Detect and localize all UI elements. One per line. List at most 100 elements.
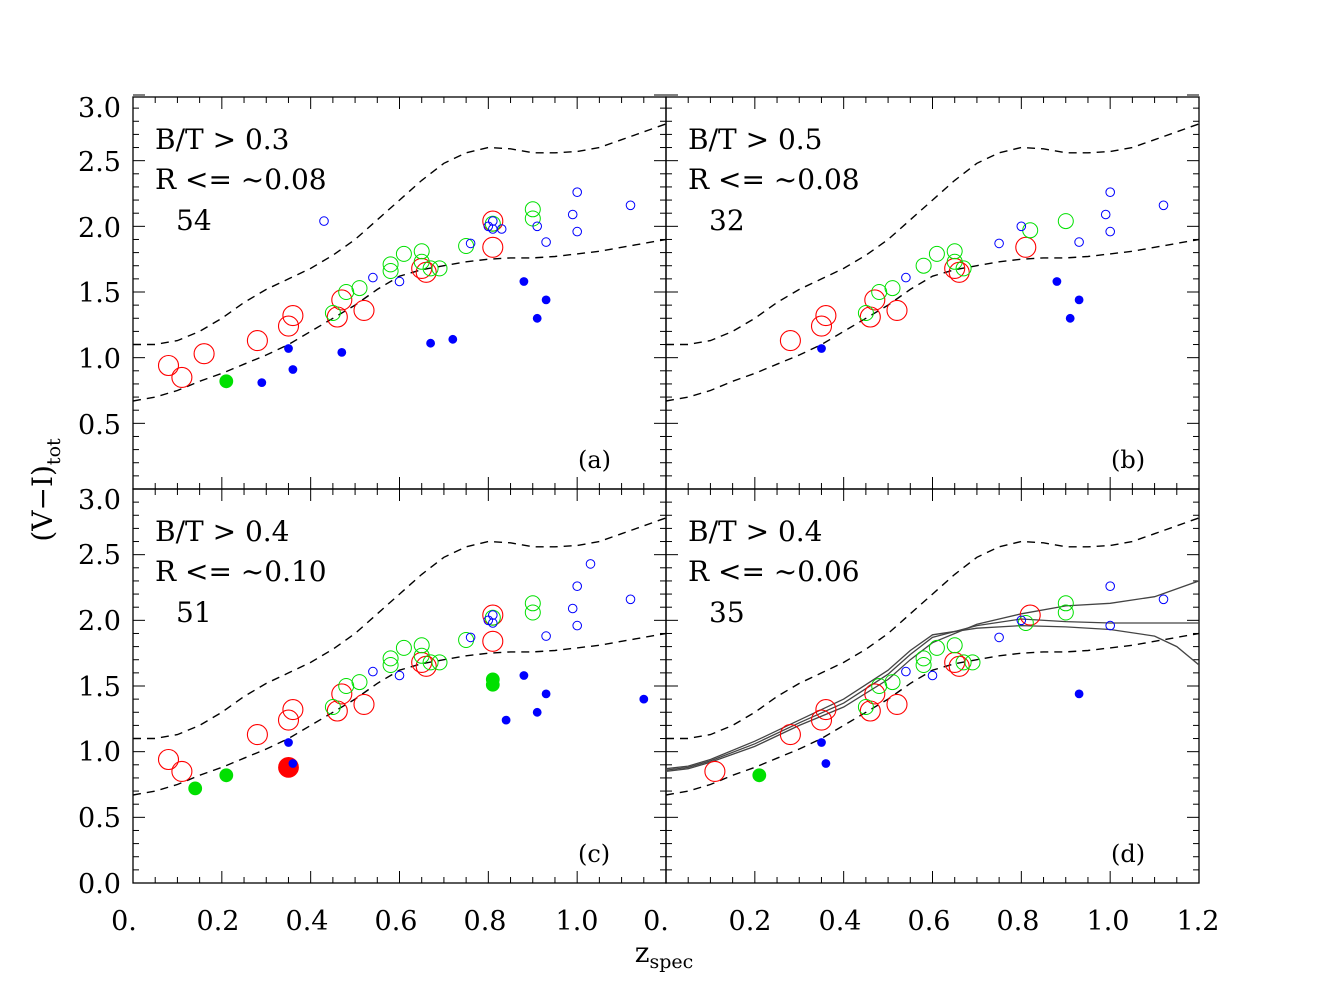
red-large-open-point [779,724,801,746]
blue-small-filled-point [1065,313,1075,323]
red-large-open-point [282,305,304,327]
green-medium-open-point [382,650,399,667]
blue-small-open-point [1074,237,1084,247]
red-large-open-point [282,699,304,721]
green-medium-open-point [524,201,541,218]
red-large-open-point [171,366,193,388]
y-axis-label: (V−I)tot [26,438,65,542]
green-medium-open-point [413,243,430,260]
green-medium-open-point [382,256,399,273]
blue-small-filled-point [337,347,347,357]
blue-small-open-point [927,670,938,681]
galaxy-count: 35 [709,596,745,629]
x-tick-label: 0.8 [464,906,507,937]
envelope-upper-dashed-line [666,123,1199,346]
red-large-open-point [331,683,353,705]
panel-d: B/T > 0.4 R <= ~0.06 35 (d) [665,488,1200,884]
blue-small-open-point [465,238,476,249]
green-filled-point [752,768,767,783]
x-tick-label: 1.2 [1177,906,1220,937]
green-medium-open-point [395,639,412,656]
blue-small-filled-point [1074,689,1084,699]
y-tick-label: 2.5 [78,540,121,571]
red-large-open-point [246,724,268,746]
x-tick-label: 0. [111,906,137,937]
tick-marks [132,488,667,884]
green-medium-open-point [524,604,541,621]
plot-area [666,517,1199,796]
blue-small-filled-point [519,671,529,680]
blue-small-filled-point [639,694,649,704]
green-medium-open-point [351,674,368,691]
x-tick-label: 1.0 [556,906,599,937]
green-medium-open-point [1057,595,1074,612]
panel-b: B/T > 0.5 R <= ~0.08 32 (b) [665,94,1200,490]
panel-label: (d) [1111,840,1145,868]
green-medium-open-point [413,253,430,270]
y-tick-label: 3.0 [78,485,121,516]
red-large-open-point [353,299,375,321]
selection-criterion-r: R <= ~0.08 [688,163,860,196]
blue-small-open-point [394,670,405,681]
green-medium-open-point [382,263,399,279]
x-tick-label: 0.6 [375,906,418,937]
blue-small-open-point [572,620,583,631]
blue-small-open-point [994,632,1004,643]
green-medium-open-point [458,632,475,648]
blue-small-open-point [585,559,596,569]
blue-small-filled-point [501,715,511,725]
y-axis-label-sub: tot [43,438,65,465]
x-tick-label: 0.6 [908,906,951,937]
blue-small-filled-point [1074,295,1084,305]
green-medium-open-point [964,654,981,671]
selection-criterion-r: R <= ~0.08 [155,163,327,196]
blue-small-open-point [625,200,636,211]
green-medium-open-point [915,657,932,673]
blue-small-filled-point [817,344,826,353]
green-medium-open-point [484,215,501,232]
red-large-open-point [353,693,375,715]
blue-small-open-point [368,666,378,677]
red-large-open-point [779,330,801,352]
panel-a: B/T > 0.3 R <= ~0.08 54 (a) [132,94,667,490]
y-tick-label: 0.5 [78,410,121,441]
envelope-lower-dashed-line [133,632,666,796]
green-medium-open-point [915,650,932,667]
green-medium-open-point [915,257,932,274]
galaxy-count: 51 [176,596,212,629]
x-tick-label: 1.0 [1087,906,1130,937]
blue-small-open-point [541,237,551,247]
blue-small-open-point [1158,200,1169,211]
green-filled-point [188,781,203,796]
green-medium-open-point [382,657,399,673]
x-tick-label: 0.2 [729,906,772,937]
red-large-open-point [810,315,833,337]
green-medium-open-point [884,674,901,691]
blue-small-open-point [994,238,1004,249]
panel-label: (a) [578,446,611,474]
green-medium-open-point [955,260,972,277]
envelope-lower-dashed-line [133,238,666,402]
red-large-open-point [864,289,886,311]
tick-labels: 0. 0.2 0.4 0.6 0.8 1.0 0. 0.2 0.4 0.6 0.8 1.0 1.2 0.5… [78,93,1219,937]
blue-small-open-point [496,224,507,234]
green-medium-open-point [395,245,412,262]
green-medium-open-point [946,637,963,654]
blue-small-open-point [488,216,498,226]
blue-small-open-point [488,618,498,628]
green-medium-open-point [871,678,888,694]
green-medium-open-point [928,245,945,262]
red-large-open-point [886,299,908,321]
blue-small-open-point [541,631,551,641]
green-filled-point [485,672,500,687]
blue-small-open-point [901,666,911,677]
red-large-open-point [277,315,300,337]
blue-small-open-point [465,632,476,643]
envelope-upper-dashed-line [666,517,1199,740]
selection-criterion-bt: B/T > 0.4 [688,515,822,548]
green-medium-open-point [524,210,541,227]
blue-small-filled-point [448,334,458,344]
blue-small-open-point [319,216,329,226]
envelope-upper-dashed-line [133,517,666,740]
blue-small-filled-point [284,344,293,353]
